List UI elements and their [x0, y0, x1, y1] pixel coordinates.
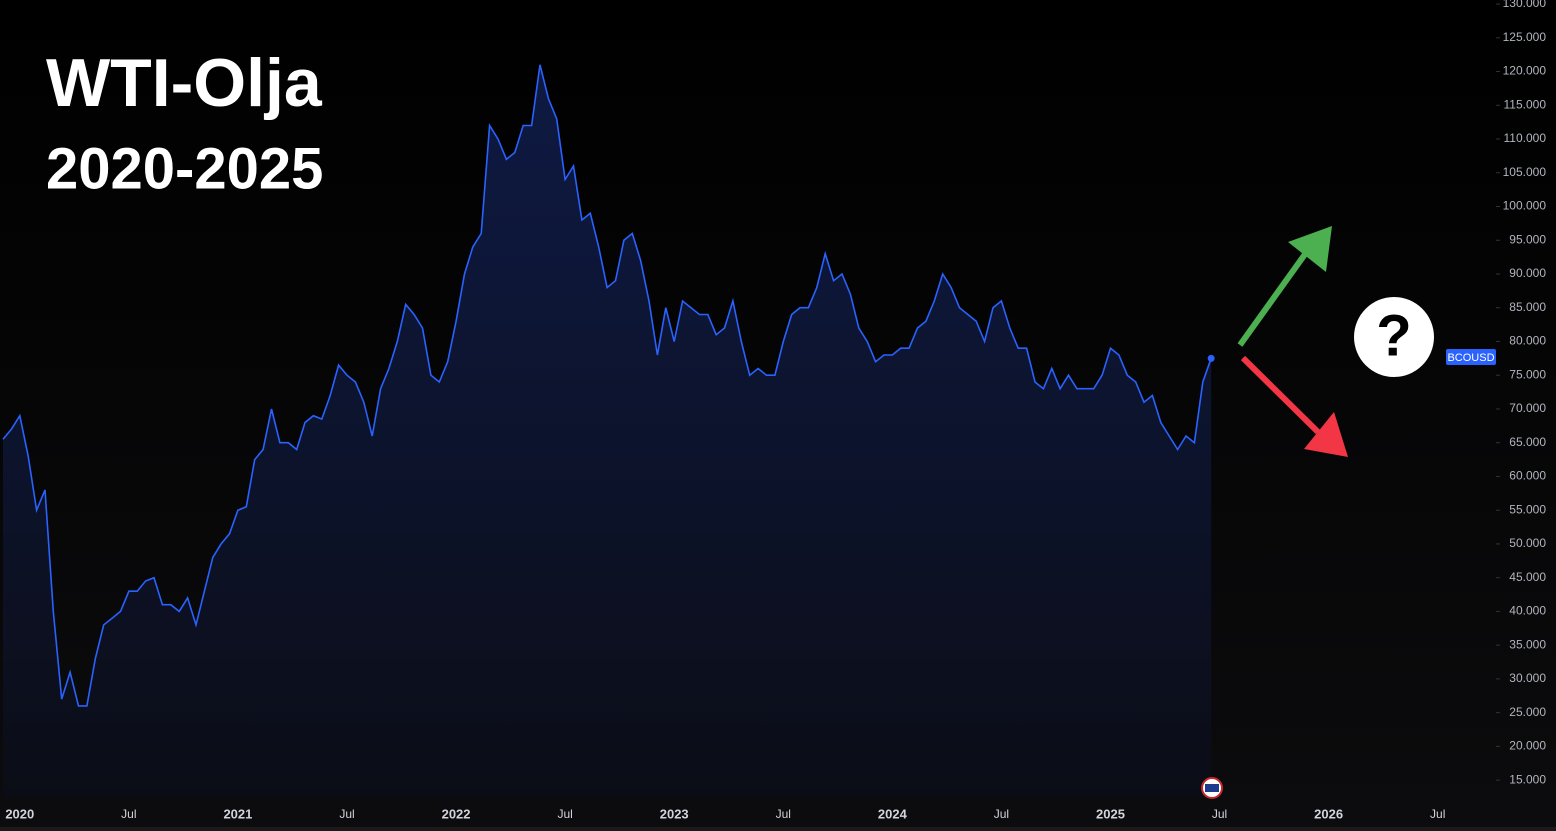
y-tick-label: 90.000 [1509, 266, 1546, 280]
down-arrow [1240, 355, 1348, 457]
up-arrow [1237, 226, 1332, 347]
y-tick-label: 45.000 [1509, 570, 1546, 584]
x-tick-label: Jul [1430, 807, 1445, 821]
x-tick-label: Jul [776, 807, 791, 821]
x-tick-label: Jul [121, 807, 136, 821]
x-tick-label: 2022 [442, 806, 471, 821]
y-tick-label: 75.000 [1509, 367, 1546, 381]
y-tick-label: 100.000 [1503, 199, 1547, 213]
y-tick-label: 115.000 [1504, 97, 1547, 111]
symbol-label: BCOUSD [1447, 352, 1494, 364]
x-tick-label: 2021 [223, 806, 252, 821]
x-tick-label: 2020 [5, 806, 34, 821]
y-tick-label: 95.000 [1509, 232, 1546, 246]
y-tick-label: 65.000 [1509, 435, 1546, 449]
x-tick-label: Jul [1212, 807, 1227, 821]
x-tick-label: 2026 [1314, 806, 1343, 821]
x-tick-label: Jul [994, 807, 1009, 821]
y-tick-label: 125.000 [1503, 30, 1547, 44]
x-tick-label: Jul [557, 807, 572, 821]
last-point [1207, 354, 1215, 362]
area [3, 64, 1212, 798]
y-tick-label: 55.000 [1509, 502, 1546, 516]
y-tick-label: 105.000 [1503, 165, 1547, 179]
y-tick-label: 70.000 [1509, 401, 1546, 415]
y-tick-label: 60.000 [1509, 469, 1546, 483]
y-tick-label: 130.000 [1503, 0, 1547, 10]
question-badge [1354, 297, 1434, 377]
y-tick-label: 80.000 [1509, 334, 1546, 348]
y-tick-label: 50.000 [1509, 536, 1546, 550]
y-tick-label: 20.000 [1509, 739, 1546, 753]
y-tick-label: 120.000 [1503, 64, 1547, 78]
y-tick-label: 30.000 [1509, 671, 1546, 685]
chart-title: WTI-Olja [46, 45, 323, 121]
question-mark: ? [1376, 303, 1411, 368]
y-tick-label: 15.000 [1509, 772, 1546, 786]
y-tick-label: 25.000 [1509, 705, 1546, 719]
chart-subtitle: 2020-2025 [46, 136, 323, 201]
y-tick-label: 40.000 [1509, 604, 1546, 618]
y-tick-label: 35.000 [1509, 637, 1546, 651]
bottom-edge [0, 827, 1556, 831]
x-tick-label: Jul [339, 807, 354, 821]
symbol-tag [1446, 349, 1496, 365]
x-tick-label: 2025 [1096, 806, 1125, 821]
line [2, 64, 1212, 707]
y-tick-label: 85.000 [1509, 300, 1546, 314]
x-tick-label: 2023 [660, 806, 689, 821]
flag-icon [1201, 777, 1223, 799]
y-tick-label: 110.000 [1504, 131, 1547, 145]
x-tick-label: 2024 [878, 806, 908, 821]
